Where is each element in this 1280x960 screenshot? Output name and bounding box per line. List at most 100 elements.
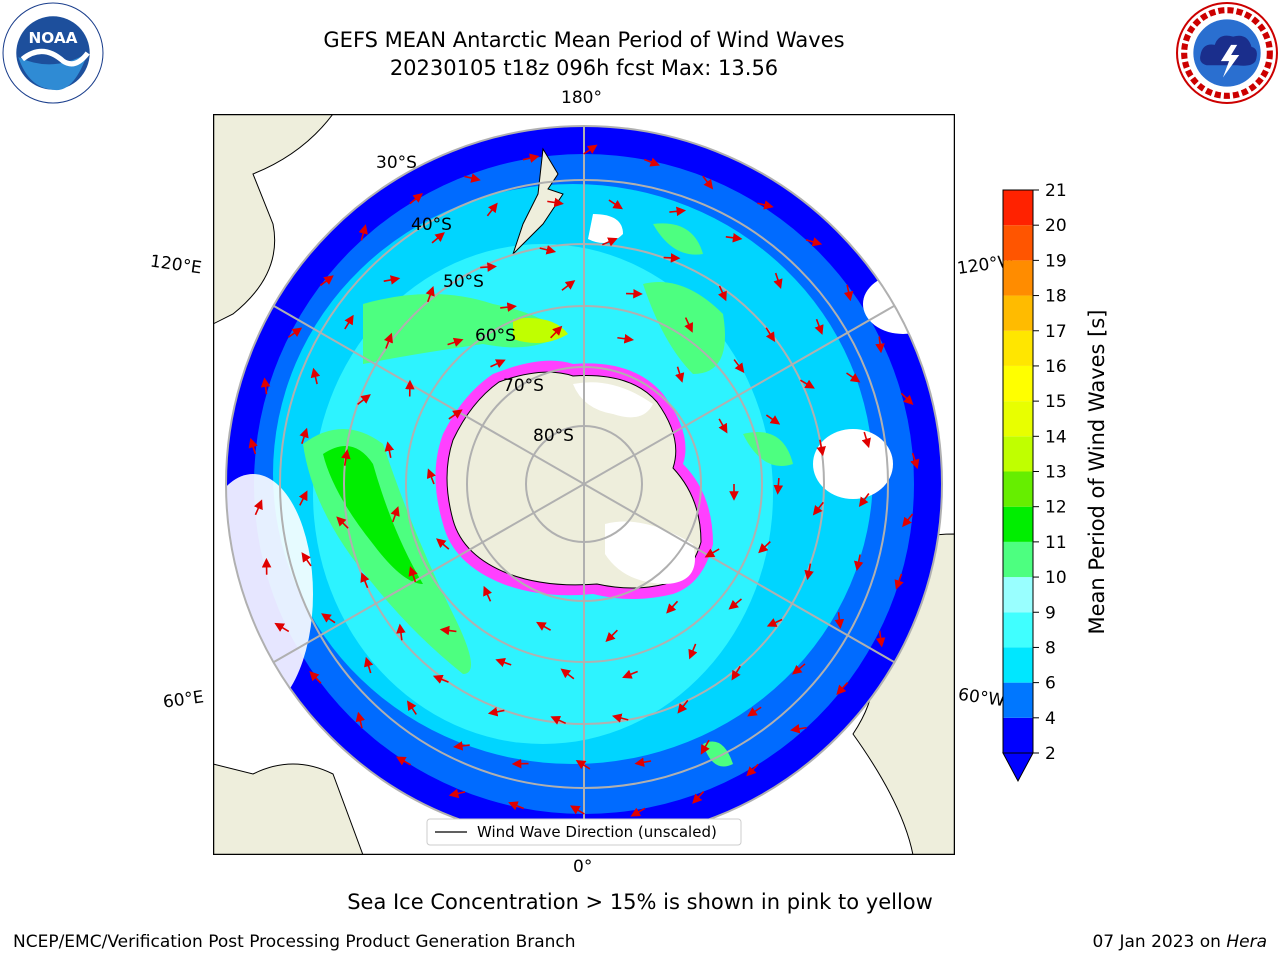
wind-wave-arrow (704, 548, 720, 558)
wind-wave-arrow (677, 699, 689, 714)
colorbar-box (1003, 436, 1033, 472)
wind-wave-arrow (858, 493, 870, 508)
wind-wave-arrow (875, 630, 886, 648)
colorbar-extend-min (1002, 752, 1034, 783)
lat-label-70s: 70°S (503, 376, 544, 396)
wind-wave-arrow (483, 585, 492, 602)
wind-wave-arrow (569, 805, 585, 815)
colorbar-box (1003, 717, 1033, 753)
wind-wave-arrow (321, 613, 336, 624)
wind-wave-arrow (816, 439, 826, 457)
wind-wave-arrow (910, 452, 920, 470)
wind-wave-arrow (487, 707, 505, 717)
wind-wave-arrow (319, 275, 334, 287)
wind-wave-arrows (248, 144, 920, 817)
wind-wave-arrow (383, 332, 393, 349)
wind-wave-arrow (799, 379, 815, 389)
wind-wave-arrow (669, 206, 687, 217)
wind-wave-arrow (536, 621, 552, 631)
chart-title: GEFS MEAN Antarctic Mean Period of Wind … (323, 28, 845, 52)
wind-wave-arrow (539, 245, 557, 255)
colorbar-tick-label: 11 (1045, 533, 1067, 553)
colorbar-box (1003, 612, 1033, 648)
noaa-logo: NOAA (2, 2, 104, 104)
wind-wave-arrow (843, 284, 854, 302)
wind-wave-arrow (617, 333, 635, 344)
nws-logo (1176, 2, 1278, 104)
wind-wave-arrow (301, 552, 312, 567)
wind-wave-arrow (260, 377, 271, 395)
africa-land (213, 763, 364, 855)
lon-label-60e: 60°E (161, 687, 206, 713)
colorbar-tick-label: 10 (1045, 568, 1067, 588)
wind-wave-arrow (725, 233, 743, 243)
wind-wave-arrow (583, 144, 598, 155)
wind-wave-arrow (814, 318, 824, 335)
wind-wave-arrow (426, 468, 436, 485)
wind-wave-arrow (804, 563, 814, 581)
lon-label-120e: 120°E (148, 251, 203, 279)
wind-wave-arrow (336, 516, 349, 529)
wind-wave-arrow (395, 756, 412, 766)
lat-label-30s: 30°S (376, 153, 417, 173)
colorbar-box (1003, 471, 1033, 507)
wind-wave-arrow (692, 791, 705, 804)
wind-wave-arrow (902, 513, 914, 528)
wind-wave-arrow (900, 392, 914, 405)
wind-wave-arrow (360, 572, 370, 589)
wind-wave-arrow (453, 741, 470, 751)
wind-wave-arrow (746, 763, 759, 777)
wind-wave-arrow (439, 625, 457, 636)
wind-wave-arrow (861, 431, 871, 449)
map-legend: Wind Wave Direction (unscaled) (426, 818, 742, 846)
wind-wave-arrow (611, 713, 629, 723)
wind-wave-arrow (309, 671, 322, 684)
wind-wave-arrow (728, 598, 742, 610)
wind-wave-arrow (495, 657, 512, 668)
wind-wave-arrow (608, 199, 623, 210)
colorbar-tick-label: 20 (1045, 216, 1067, 236)
wind-wave-arrow (287, 327, 303, 338)
lon-label-180: 180° (561, 88, 602, 108)
wind-wave-arrow (396, 623, 406, 641)
footer-date-text: 07 Jan 2023 on (1092, 932, 1227, 952)
colorbar-box (1003, 190, 1033, 226)
wind-wave-arrow (490, 359, 506, 369)
colorbar-boxes (1002, 189, 1034, 783)
lon-label-0: 0° (573, 857, 593, 877)
wind-wave-arrow (550, 325, 563, 339)
wind-wave-arrow (773, 272, 783, 289)
colorbar-box (1003, 506, 1033, 542)
wind-wave-arrow (431, 232, 445, 244)
wind-wave-arrow (390, 506, 400, 523)
wind-wave-arrow (792, 663, 806, 675)
wind-wave-arrow (805, 237, 823, 247)
colorbar-box (1003, 365, 1033, 402)
colorbar-box (1003, 647, 1033, 683)
wind-wave-arrow (853, 554, 864, 571)
lat-label-60s: 60°S (475, 326, 516, 346)
wind-wave-arrow (684, 317, 693, 333)
graticule (226, 126, 942, 842)
wind-wave-arrow (480, 262, 497, 272)
wind-wave-arrow (364, 656, 374, 674)
wind-wave-arrow (702, 175, 714, 190)
wind-wave-arrow (310, 367, 321, 385)
lat-label-50s: 50°S (443, 272, 484, 292)
wind-wave-arrow (836, 682, 849, 696)
wind-wave-arrow (383, 275, 401, 285)
colorbar-tick-label: 2 (1045, 744, 1056, 764)
wind-wave-arrow (522, 153, 540, 163)
colorbar-ticks: 2 4 6 8 9 10 11 12 13 14 15 16 17 18 19 20 21 (1033, 181, 1067, 764)
wind-wave-arrow (622, 669, 638, 679)
wind-wave-arrow (812, 501, 824, 516)
australia-land (213, 114, 334, 325)
wind-wave-arrow (834, 612, 845, 629)
colorbar-tick-label: 16 (1045, 357, 1067, 377)
wind-wave-arrow (560, 668, 575, 680)
sea-ice-note: Sea Ice Concentration > 15% is shown in … (347, 890, 933, 914)
wind-wave-arrow (508, 801, 525, 811)
colorbar-box (1003, 577, 1033, 613)
wind-wave-arrow (274, 622, 290, 633)
wind-wave-arrow (773, 477, 784, 495)
